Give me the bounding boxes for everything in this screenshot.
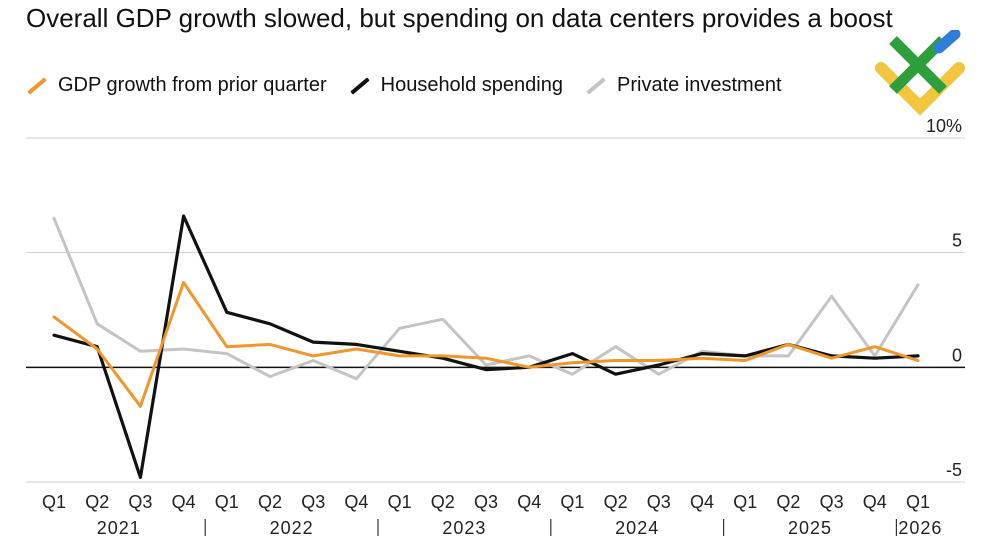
x-tick-label: Q4 (690, 492, 714, 512)
logo-yellow-chevron (875, 62, 965, 116)
legend-item-gdp: GDP growth from prior quarter (26, 74, 327, 97)
legend-item-investment: Private investment (585, 74, 782, 97)
y-tick-label: 0 (952, 345, 962, 365)
x-tick-label: Q4 (863, 492, 887, 512)
x-tick-label: Q1 (215, 492, 239, 512)
x-tick-label: Q3 (301, 492, 325, 512)
chart-title: Overall GDP growth slowed, but spending … (26, 3, 893, 33)
y-tick-label: -5 (946, 460, 962, 480)
x-tick-label: Q1 (560, 492, 584, 512)
year-label: 2026 (898, 518, 942, 538)
x-tick-label: Q2 (604, 492, 628, 512)
logo-blue-stroke (933, 30, 961, 54)
legend-label-gdp: GDP growth from prior quarter (58, 74, 327, 96)
x-tick-label: Q1 (42, 492, 66, 512)
x-tick-label: Q3 (474, 492, 498, 512)
series-line-gdp-growth-from-prior-quarter (52, 281, 920, 408)
series-line-household-spending (52, 214, 920, 479)
y-tick-label: 5 (952, 231, 962, 251)
x-tick-label: Q1 (388, 492, 412, 512)
legend-label-household: Household spending (380, 74, 563, 96)
x-tick-label: Q1 (733, 492, 757, 512)
x-tick-label: Q1 (906, 492, 930, 512)
x-tick-label: Q4 (172, 492, 196, 512)
legend-item-household: Household spending (349, 74, 563, 97)
x-tick-label: Q2 (258, 492, 282, 512)
legend: GDP growth from prior quarter Household … (26, 74, 782, 97)
year-label: 2022 (270, 518, 314, 538)
x-tick-label: Q2 (85, 492, 109, 512)
x-tick-label: Q3 (128, 492, 152, 512)
brand-logo-icon (875, 30, 965, 116)
year-label: 2025 (788, 518, 832, 538)
legend-label-investment: Private investment (617, 74, 782, 96)
year-label: 2024 (615, 518, 659, 538)
x-tick-label: Q4 (344, 492, 368, 512)
x-tick-label: Q2 (431, 492, 455, 512)
series-line-private-investment (52, 216, 920, 381)
year-label: 2023 (442, 518, 486, 538)
x-tick-label: Q3 (647, 492, 671, 512)
y-tick-label: 10% (926, 116, 962, 136)
x-tick-label: Q4 (517, 492, 541, 512)
x-tick-label: Q3 (820, 492, 844, 512)
x-tick-label: Q2 (776, 492, 800, 512)
year-label: 2021 (97, 518, 141, 538)
